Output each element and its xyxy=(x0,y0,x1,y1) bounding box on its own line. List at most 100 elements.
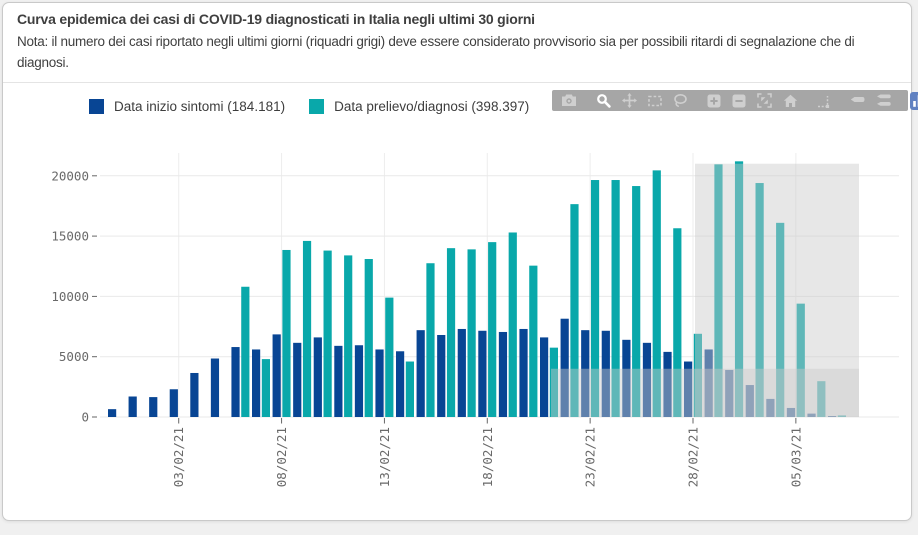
chart-legend: Data inizio sintomi (184.181) Data preli… xyxy=(89,99,529,114)
bar-sintomi[interactable] xyxy=(786,407,796,417)
bar-diagnosi[interactable] xyxy=(693,333,702,417)
bar-diagnosi[interactable] xyxy=(590,180,600,417)
bar-sintomi[interactable] xyxy=(601,330,610,417)
hover-closest-icon[interactable] xyxy=(850,94,865,107)
legend-item-sintomi[interactable]: Data inizio sintomi (184.181) xyxy=(89,99,285,114)
legend-swatch-sintomi xyxy=(89,99,104,114)
zoom-out-icon[interactable] xyxy=(732,94,746,108)
bar-diagnosi[interactable] xyxy=(776,222,785,417)
bar-sintomi[interactable] xyxy=(354,345,364,417)
autoscale-icon[interactable] xyxy=(757,93,772,108)
chart-note: Nota: il numero dei casi riportato negli… xyxy=(17,34,855,70)
bar-sintomi[interactable] xyxy=(683,361,693,417)
y-axis-tick-label: 0 xyxy=(81,410,89,425)
bar-sintomi[interactable] xyxy=(416,330,425,417)
bar-diagnosi[interactable] xyxy=(261,359,270,417)
bar-sintomi[interactable] xyxy=(375,349,384,417)
bar-diagnosi[interactable] xyxy=(673,228,682,417)
reset-axes-icon[interactable] xyxy=(783,94,798,108)
legend-swatch-diagnosi xyxy=(309,99,325,114)
chart-title: Curva epidemica dei casi di COVID-19 dia… xyxy=(17,11,535,27)
bar-sintomi[interactable] xyxy=(807,413,816,417)
bar-diagnosi[interactable] xyxy=(405,361,414,417)
bar-diagnosi[interactable] xyxy=(446,248,456,417)
zoom-icon[interactable] xyxy=(596,93,611,108)
bar-diagnosi[interactable] xyxy=(302,240,312,417)
bar-sintomi[interactable] xyxy=(231,347,240,417)
bar-sintomi[interactable] xyxy=(725,369,734,417)
bar-diagnosi[interactable] xyxy=(734,161,744,417)
bar-diagnosi[interactable] xyxy=(570,204,579,417)
legend-item-diagnosi[interactable]: Data prelievo/diagnosi (398.397) xyxy=(309,99,529,114)
bar-sintomi[interactable] xyxy=(251,349,261,417)
bar-diagnosi[interactable] xyxy=(426,263,435,417)
bar-sintomi[interactable] xyxy=(437,334,446,417)
y-axis-tick-label: 5000 xyxy=(59,349,89,364)
bar-diagnosi[interactable] xyxy=(755,183,764,417)
pan-icon[interactable] xyxy=(622,93,637,108)
bar-sintomi[interactable] xyxy=(149,397,158,417)
bar-sintomi[interactable] xyxy=(108,409,117,417)
bar-diagnosi[interactable] xyxy=(817,381,826,417)
bar-diagnosi[interactable] xyxy=(344,255,353,417)
bar-diagnosi[interactable] xyxy=(364,259,373,417)
bar-diagnosi[interactable] xyxy=(652,170,661,417)
bar-diagnosi[interactable] xyxy=(796,303,805,417)
box-select-icon[interactable] xyxy=(648,94,662,108)
bar-sintomi[interactable] xyxy=(581,330,590,417)
bar-diagnosi[interactable] xyxy=(549,347,558,417)
bar-sintomi[interactable] xyxy=(478,330,487,417)
plotly-logo-icon[interactable] xyxy=(910,91,918,110)
bar-sintomi[interactable] xyxy=(642,342,652,417)
bar-diagnosi[interactable] xyxy=(529,265,538,417)
bar-sintomi[interactable] xyxy=(663,351,672,417)
legend-label-sintomi: Data inizio sintomi (184.181) xyxy=(114,99,286,114)
bar-sintomi[interactable] xyxy=(457,328,466,417)
bar-sintomi[interactable] xyxy=(128,396,137,417)
bar-diagnosi[interactable] xyxy=(241,286,250,417)
bar-sintomi[interactable] xyxy=(395,351,405,417)
bar-diagnosi[interactable] xyxy=(837,415,846,417)
y-axis-tick-label: 15000 xyxy=(51,229,89,244)
x-axis-tick-label: 13/02/21 xyxy=(377,427,392,487)
x-axis-tick-label: 05/03/21 xyxy=(788,427,803,487)
bar-diagnosi[interactable] xyxy=(488,242,497,417)
chart-card: Curva epidemica dei casi di COVID-19 dia… xyxy=(2,2,918,521)
bar-diagnosi[interactable] xyxy=(632,186,641,417)
hover-compare-icon[interactable] xyxy=(876,93,891,108)
bar-diagnosi[interactable] xyxy=(282,249,291,417)
bar-sintomi[interactable] xyxy=(190,372,199,417)
bar-sintomi[interactable] xyxy=(539,337,549,417)
bar-sintomi[interactable] xyxy=(272,334,281,417)
toggle-spikelines-icon[interactable] xyxy=(817,94,831,108)
bar-sintomi[interactable] xyxy=(210,358,220,417)
bar-sintomi[interactable] xyxy=(827,416,837,417)
bar-sintomi[interactable] xyxy=(169,389,178,417)
bar-sintomi[interactable] xyxy=(498,331,508,417)
bar-diagnosi[interactable] xyxy=(714,164,723,417)
bar-sintomi[interactable] xyxy=(519,328,528,417)
bar-sintomi[interactable] xyxy=(745,385,754,417)
plotly-modebar xyxy=(552,90,918,111)
bar-sintomi[interactable] xyxy=(704,349,713,417)
bar-sintomi[interactable] xyxy=(766,398,775,417)
zoom-in-icon[interactable] xyxy=(707,94,721,108)
bar-sintomi[interactable] xyxy=(560,318,569,417)
lasso-select-icon[interactable] xyxy=(673,93,688,108)
bar-sintomi[interactable] xyxy=(313,337,322,417)
x-axis-tick-label: 28/02/21 xyxy=(685,427,700,487)
provisional-box xyxy=(550,368,859,417)
bar-sintomi[interactable] xyxy=(334,345,343,417)
bar-diagnosi[interactable] xyxy=(508,232,517,417)
bar-diagnosi[interactable] xyxy=(467,249,476,417)
bar-diagnosi[interactable] xyxy=(323,250,332,417)
bar-diagnosi[interactable] xyxy=(385,297,394,417)
camera-icon[interactable] xyxy=(561,94,577,107)
x-axis-tick-label: 18/02/21 xyxy=(480,427,495,487)
x-axis-tick-label: 03/02/21 xyxy=(171,427,186,487)
bar-sintomi[interactable] xyxy=(622,339,631,417)
bar-diagnosi[interactable] xyxy=(611,180,620,417)
bar-sintomi[interactable] xyxy=(293,342,302,417)
chart-header: Curva epidemica dei casi di COVID-19 dia… xyxy=(3,3,911,83)
